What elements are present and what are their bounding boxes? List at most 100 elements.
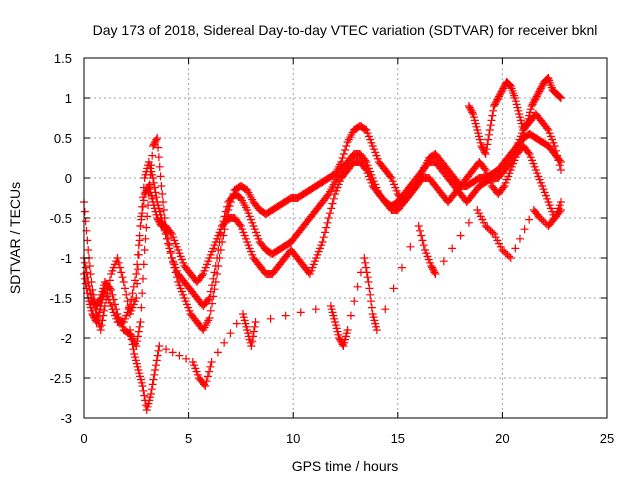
data-point bbox=[346, 311, 355, 320]
data-point bbox=[556, 166, 565, 174]
data-point bbox=[149, 178, 158, 187]
data-point bbox=[87, 278, 96, 286]
data-point bbox=[339, 150, 348, 158]
data-point bbox=[204, 295, 213, 304]
data-point bbox=[80, 258, 89, 267]
data-point bbox=[214, 246, 223, 254]
data-point bbox=[159, 206, 168, 214]
data-point bbox=[128, 340, 137, 349]
data-point bbox=[149, 375, 158, 384]
data-point bbox=[113, 254, 122, 262]
data-point bbox=[364, 278, 373, 286]
data-point bbox=[128, 289, 137, 298]
data-point bbox=[153, 134, 162, 142]
data-point bbox=[249, 332, 258, 341]
data-point bbox=[201, 382, 210, 390]
data-point bbox=[415, 226, 424, 235]
data-point bbox=[488, 228, 497, 237]
data-point bbox=[137, 303, 146, 312]
data-point bbox=[152, 193, 161, 202]
data-point bbox=[83, 289, 92, 298]
axis-ticks bbox=[83, 57, 608, 419]
data-point bbox=[136, 318, 145, 326]
data-point bbox=[505, 252, 514, 261]
x-tick-label: 5 bbox=[185, 431, 192, 446]
data-point bbox=[205, 367, 214, 376]
data-point bbox=[80, 274, 89, 283]
data-point bbox=[281, 311, 290, 320]
data-point bbox=[511, 244, 520, 253]
data-point bbox=[149, 174, 158, 182]
data-point bbox=[506, 254, 515, 262]
data-point bbox=[360, 254, 369, 262]
data-point bbox=[417, 231, 426, 240]
data-point bbox=[154, 346, 163, 355]
data-point bbox=[81, 217, 90, 226]
data-point bbox=[350, 297, 359, 306]
data-point bbox=[126, 326, 135, 334]
data-point bbox=[418, 236, 427, 245]
data-point bbox=[397, 263, 406, 272]
data-point bbox=[148, 151, 157, 160]
data-point bbox=[208, 281, 217, 290]
data-point bbox=[137, 215, 146, 224]
data-point bbox=[361, 258, 370, 267]
data-point bbox=[251, 318, 260, 326]
data-point bbox=[118, 273, 127, 282]
data-point bbox=[483, 140, 492, 149]
data-point bbox=[91, 316, 100, 325]
data-point bbox=[439, 257, 448, 266]
data-point bbox=[156, 172, 165, 181]
data-point bbox=[419, 241, 428, 250]
data-point bbox=[144, 183, 153, 192]
data-point bbox=[182, 354, 191, 363]
data-point bbox=[168, 348, 177, 357]
data-point bbox=[127, 295, 136, 304]
data-point bbox=[431, 270, 440, 278]
data-point bbox=[142, 223, 151, 232]
data-point bbox=[220, 338, 229, 347]
data-point bbox=[133, 260, 142, 269]
data-point bbox=[414, 222, 423, 230]
data-point bbox=[448, 244, 457, 253]
data-point bbox=[134, 327, 143, 336]
data-point bbox=[138, 274, 147, 283]
data-point bbox=[133, 250, 142, 259]
data-point bbox=[249, 327, 258, 336]
data-point bbox=[131, 276, 140, 285]
data-point bbox=[319, 233, 328, 242]
data-point bbox=[499, 183, 508, 192]
data-point bbox=[148, 380, 157, 389]
data-point bbox=[211, 262, 220, 270]
data-point bbox=[456, 231, 465, 240]
data-point bbox=[150, 370, 159, 379]
data-point bbox=[353, 282, 362, 291]
data-point bbox=[151, 361, 160, 370]
data-point bbox=[550, 142, 559, 150]
data-point bbox=[343, 326, 352, 334]
data-point bbox=[206, 287, 215, 296]
data-point bbox=[553, 151, 562, 160]
data-point bbox=[232, 319, 241, 328]
data-point bbox=[367, 297, 376, 306]
data-point bbox=[138, 209, 147, 218]
x-tick-label: 15 bbox=[391, 431, 405, 446]
x-tick-label: 25 bbox=[600, 431, 614, 446]
data-point bbox=[487, 116, 496, 125]
data-point bbox=[296, 308, 305, 317]
data-point bbox=[96, 326, 105, 334]
data-point bbox=[138, 289, 147, 298]
data-point bbox=[86, 270, 95, 278]
data-point bbox=[157, 182, 166, 190]
data-point bbox=[250, 322, 259, 331]
x-tick-label: 10 bbox=[286, 431, 300, 446]
data-point bbox=[164, 239, 173, 248]
data-point bbox=[81, 279, 90, 288]
y-tick-label: -0.5 bbox=[50, 211, 72, 226]
data-point bbox=[152, 356, 161, 365]
chart-title: Day 173 of 2018, Sidereal Day-to-day VTE… bbox=[93, 22, 598, 38]
data-point bbox=[147, 385, 156, 394]
data-points bbox=[80, 74, 565, 414]
data-point bbox=[105, 276, 114, 285]
